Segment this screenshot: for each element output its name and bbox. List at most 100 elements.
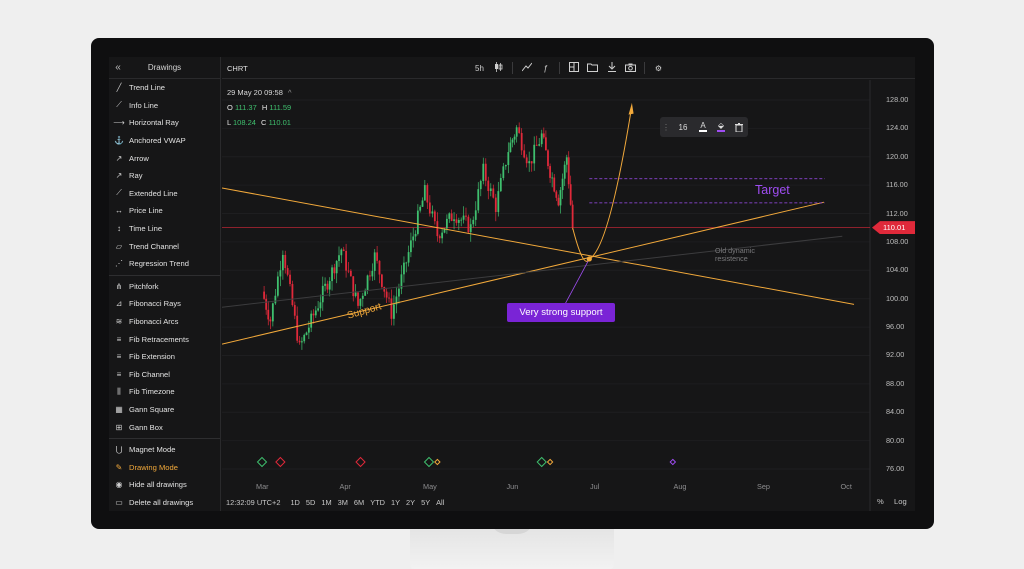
sidebar-item-price-line[interactable]: ↔ Price Line bbox=[109, 202, 220, 220]
pivot-point bbox=[586, 256, 592, 262]
toolbar-tools: 5h ƒ ⚙ bbox=[470, 57, 668, 79]
sidebar-item-arrow[interactable]: ↗ Arrow bbox=[109, 149, 220, 167]
high-label: H bbox=[261, 103, 268, 112]
sidebar-item-fibonacci-arcs[interactable]: ≋ Fibonacci Arcs bbox=[109, 313, 220, 331]
percent-toggle[interactable]: % bbox=[877, 497, 884, 506]
candle-body bbox=[376, 252, 379, 261]
sidebar-item-gann-box[interactable]: ⊞ Gann Box bbox=[109, 418, 220, 436]
chevron-up-icon[interactable]: ^ bbox=[287, 88, 292, 97]
range-button-1y[interactable]: 1Y bbox=[390, 498, 401, 507]
drag-handle-icon[interactable]: ⋮ bbox=[662, 122, 670, 132]
sidebar-item-extended-line[interactable]: ⟋ Extended Line bbox=[109, 185, 220, 203]
target-label[interactable]: Target bbox=[755, 183, 790, 197]
sidebar-item-regression-trend[interactable]: ⋰ Regression Trend bbox=[109, 255, 220, 273]
function-icon[interactable]: ƒ bbox=[543, 63, 548, 73]
settings-icon[interactable]: ⚙ bbox=[654, 63, 663, 73]
candle-body bbox=[421, 200, 424, 207]
price-tick-label: 128.00 bbox=[886, 95, 909, 104]
candle-body bbox=[557, 197, 560, 206]
candles-icon[interactable] bbox=[489, 62, 508, 74]
candle-body bbox=[335, 260, 338, 274]
sidebar-item-label: Fib Timezone bbox=[129, 387, 175, 397]
price-tick-label: 112.00 bbox=[886, 208, 908, 218]
sidebar-item-trend-line[interactable]: ╱ Trend Line bbox=[109, 79, 220, 97]
sidebar-item-fib-channel[interactable]: ≡ Fib Channel bbox=[109, 366, 220, 384]
sidebar-item-fib-extension[interactable]: ≡ Fib Extension bbox=[109, 348, 220, 366]
sidebar-item-anchored-vwap[interactable]: ⚓ Anchored VWAP bbox=[109, 132, 220, 150]
fill-icon[interactable]: ⬙ bbox=[717, 121, 725, 132]
range-button-5d[interactable]: 5D bbox=[305, 498, 316, 507]
candle-body bbox=[545, 137, 547, 151]
old-dynamic-resistance-label[interactable]: Old dynamic resistence bbox=[715, 247, 755, 263]
sidebar-item-drawing-mode[interactable]: ✎ Drawing Mode bbox=[109, 458, 220, 476]
price-tick-label: 100.00 bbox=[886, 293, 909, 303]
range-button-6m[interactable]: 6M bbox=[353, 498, 365, 507]
sidebar-item-pitchfork[interactable]: ⋔ Pitchfork bbox=[109, 278, 220, 296]
candle-body bbox=[281, 254, 284, 271]
candle-body bbox=[474, 210, 477, 220]
candle-body bbox=[276, 276, 279, 296]
sidebar-item-delete-all-drawings[interactable]: ▭ Delete all drawings bbox=[109, 494, 220, 511]
sidebar-item-label: Regression Trend bbox=[129, 259, 189, 269]
sidebar-item-gann-square[interactable]: ▦ Gann Square bbox=[109, 401, 220, 419]
layout-icon[interactable] bbox=[564, 62, 583, 74]
price-line-icon: ↔ bbox=[115, 206, 123, 216]
trash-icon[interactable] bbox=[730, 122, 748, 132]
range-button-ytd[interactable]: YTD bbox=[370, 498, 385, 507]
range-button-1m[interactable]: 1M bbox=[321, 498, 332, 507]
interval-button[interactable]: 5h bbox=[475, 63, 484, 73]
sidebar-item-fib-retracements[interactable]: ≡ Fib Retracements bbox=[109, 330, 220, 348]
candle-body bbox=[467, 216, 470, 233]
folder-icon[interactable] bbox=[583, 63, 602, 74]
fibonacci-arcs-icon: ≋ bbox=[115, 317, 123, 327]
price-tick-label: 88.00 bbox=[886, 378, 905, 388]
camera-icon[interactable] bbox=[621, 63, 640, 74]
sidebar-item-info-line[interactable]: ⟋ Info Line bbox=[109, 97, 220, 115]
sidebar-item-magnet-mode[interactable]: ⋃ Magnet Mode bbox=[109, 441, 220, 459]
time-line-icon: ↕ bbox=[117, 224, 121, 234]
event-marker bbox=[423, 456, 435, 468]
range-button-1d[interactable]: 1D bbox=[290, 498, 300, 507]
sidebar-item-label: Ray bbox=[129, 171, 143, 181]
download-icon[interactable] bbox=[602, 62, 621, 74]
fibonacci-rays-icon: ⊿ bbox=[115, 299, 123, 309]
toolbar-divider bbox=[559, 62, 560, 74]
sidebar-item-trend-channel[interactable]: ▱ Trend Channel bbox=[109, 237, 220, 255]
candle-body bbox=[310, 313, 313, 328]
sidebar-item-label: Time Line bbox=[129, 224, 163, 234]
text-color-icon[interactable]: A bbox=[699, 121, 707, 132]
very-strong-support-badge[interactable]: Very strong support bbox=[507, 303, 615, 322]
line-type-icon[interactable] bbox=[517, 62, 536, 74]
candle-body bbox=[549, 166, 551, 178]
range-button-2y[interactable]: 2Y bbox=[406, 498, 416, 507]
price-tick-label: 84.00 bbox=[886, 407, 905, 417]
candle-body bbox=[338, 255, 340, 261]
candle-body bbox=[571, 204, 574, 228]
trading-app: « Drawings ╱ Trend Line ⟋ Info Line ⟶ Horizon… bbox=[109, 57, 915, 511]
sidebar-item-label: Price Line bbox=[129, 206, 163, 216]
double-chevron-left-icon[interactable]: « bbox=[115, 62, 121, 73]
sidebar-item-fib-timezone[interactable]: ⫼ Fib Timezone bbox=[109, 383, 220, 401]
candle-body bbox=[533, 144, 536, 164]
candle-body bbox=[443, 228, 446, 233]
symbol-label[interactable]: CHRT bbox=[227, 64, 248, 73]
candle-body bbox=[428, 202, 431, 214]
candle-body bbox=[438, 236, 441, 239]
log-toggle[interactable]: Log bbox=[894, 497, 907, 506]
range-button-3m[interactable]: 3M bbox=[337, 498, 348, 507]
legend-oh-row: O 111.37 H 111.59 bbox=[227, 100, 292, 115]
price-chart[interactable] bbox=[222, 80, 915, 511]
close-value: 110.01 bbox=[268, 118, 291, 127]
sidebar-item-hide-all-drawings[interactable]: ◉ Hide all drawings bbox=[109, 476, 220, 494]
sidebar-item-time-line[interactable]: ↕ Time Line bbox=[109, 220, 220, 238]
sidebar-item-label: Delete all drawings bbox=[129, 497, 194, 507]
candle-body bbox=[307, 327, 310, 333]
sidebar-item-horizontal-ray[interactable]: ⟶ Horizontal Ray bbox=[109, 114, 220, 132]
candle-body bbox=[317, 308, 320, 311]
range-button-all[interactable]: All bbox=[436, 498, 445, 507]
legend-datetime: 29 May 20 09:58 bbox=[227, 88, 283, 97]
font-size-value[interactable]: 16 bbox=[678, 122, 688, 132]
sidebar-item-fibonacci-rays[interactable]: ⊿ Fibonacci Rays bbox=[109, 295, 220, 313]
range-button-5y[interactable]: 5Y bbox=[421, 498, 431, 507]
sidebar-item-ray[interactable]: ↗ Ray bbox=[109, 167, 220, 185]
